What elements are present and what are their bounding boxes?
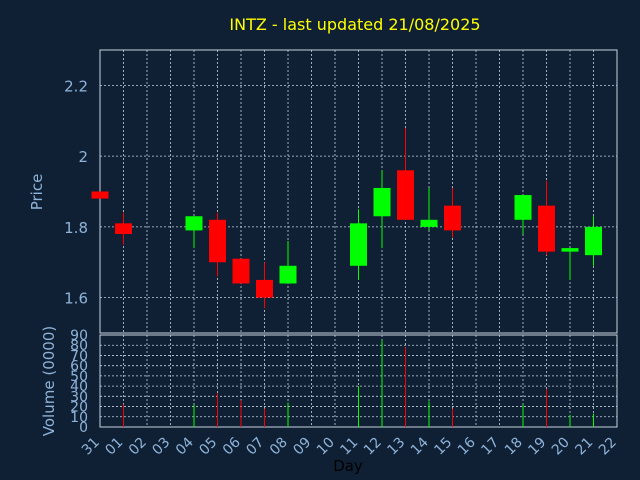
volume-tick-label: 10 (70, 410, 88, 426)
candle-body-06 (232, 258, 250, 284)
price-axis-label: Price (28, 174, 46, 211)
volume-tick-label: 40 (70, 379, 88, 395)
x-tick-label: 11 (337, 435, 361, 459)
x-tick-label: 22 (596, 435, 620, 459)
x-tick-label: 13 (384, 435, 408, 459)
volume-tick-label: 30 (70, 389, 88, 405)
candle-body-20 (561, 248, 579, 252)
candle-body-21 (585, 226, 602, 256)
x-tick-label: 06 (220, 434, 244, 458)
price-tick-label: 2.2 (64, 77, 88, 95)
x-tick-label: 05 (196, 435, 220, 459)
x-tick-label: 18 (502, 435, 526, 459)
candle-body-13 (397, 170, 414, 220)
x-tick-label: 04 (173, 434, 197, 458)
candle-body-01 (115, 223, 132, 234)
candle-body-04 (185, 216, 203, 231)
volume-tick-label: 50 (70, 369, 88, 385)
candle-body-11 (350, 223, 367, 266)
candle-body-07 (256, 279, 273, 298)
candle-body-12 (373, 187, 391, 217)
x-tick-label: 21 (572, 435, 596, 459)
x-tick-label: 20 (549, 435, 573, 459)
x-tick-label: 01 (102, 435, 126, 459)
candle-body-15 (444, 205, 461, 231)
x-tick-label: 08 (267, 435, 291, 459)
candle-body-18 (514, 195, 532, 220)
x-tick-label: 10 (314, 435, 338, 459)
x-tick-label: 15 (431, 435, 455, 459)
volume-tick-label: 90 (70, 328, 88, 344)
volume-axis-label: Volume (0000) (40, 326, 58, 436)
chart-title: INTZ - last updated 21/08/2025 (229, 15, 480, 34)
x-tick-label: 03 (149, 435, 173, 459)
candle-body-14 (420, 219, 438, 227)
price-tick-label: 1.6 (64, 290, 88, 308)
x-tick-label: 12 (361, 435, 385, 459)
x-tick-label: 31 (79, 435, 103, 459)
candle-body-08 (279, 265, 297, 284)
candle-body-19 (538, 205, 555, 252)
x-tick-label: 09 (290, 435, 314, 459)
x-tick-label: 07 (243, 435, 267, 459)
marks-layer (91, 127, 602, 427)
x-tick-label: 14 (408, 434, 432, 458)
volume-tick-label: 80 (70, 338, 88, 354)
x-tick-label: 19 (525, 435, 549, 459)
volume-tick-label: 60 (70, 359, 88, 375)
x-tick-label: 17 (478, 435, 502, 459)
price-tick-label: 2 (78, 148, 88, 166)
volume-tick-label: 0 (79, 420, 88, 436)
x-tick-label: 02 (126, 435, 150, 459)
candle-body-31 (91, 191, 109, 199)
x-tick-label: 16 (455, 434, 479, 458)
x-axis-label: Day (333, 457, 363, 475)
candle-body-05 (209, 219, 226, 263)
volume-tick-label: 70 (70, 348, 88, 364)
price-tick-label: 1.8 (64, 219, 88, 237)
volume-tick-label: 20 (70, 400, 88, 416)
